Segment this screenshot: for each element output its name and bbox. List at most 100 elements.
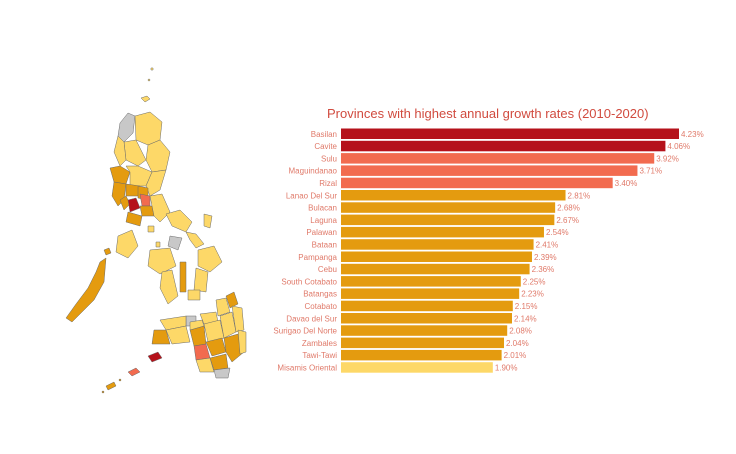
category-label: Tawi-Tawi (302, 351, 337, 360)
map-zamboanga-sur (165, 325, 191, 345)
value-label: 2.54% (546, 228, 569, 237)
bar-cebu (341, 263, 530, 275)
bar-sulu (341, 153, 655, 164)
bar-davao-del-sur (341, 313, 512, 324)
map-surigao-norte (225, 291, 239, 309)
value-label: 2.14% (514, 314, 537, 323)
map-surigao-sur (231, 305, 245, 333)
map-ilocos-sur (113, 135, 127, 167)
category-label: Davao del Sur (286, 314, 337, 323)
map-mindoro (115, 229, 139, 259)
bar-batangas (341, 288, 520, 299)
map-leyte (193, 267, 209, 293)
map-aurora (145, 169, 167, 197)
value-label: 4.23% (681, 130, 704, 139)
map-catanduanes (203, 213, 213, 229)
map-cavite (127, 197, 141, 213)
category-label: Cotabato (305, 302, 338, 311)
map-masbate (167, 235, 183, 251)
bar-misamis-oriental (341, 362, 493, 373)
map-bohol (187, 289, 201, 301)
category-label: Rizal (319, 179, 337, 188)
map-calamian (103, 247, 112, 256)
map-albay-sorsogon (185, 231, 205, 249)
map-panay (147, 247, 177, 275)
bar-bulacan (341, 202, 556, 213)
map-islet-2 (118, 378, 122, 382)
map-islet (147, 78, 151, 82)
bar-tawi-tawi (341, 349, 502, 361)
map-pangasinan (109, 165, 131, 185)
bar-pampanga (341, 251, 532, 262)
map-islet-3 (101, 390, 105, 394)
category-label: Bataan (312, 240, 337, 249)
bar-lanao-del-sur (341, 190, 566, 201)
value-label: 2.25% (523, 277, 546, 286)
map-cebu (179, 261, 187, 293)
map-davao-oriental (237, 329, 247, 355)
category-label: Surigao Del Norte (273, 327, 337, 336)
bar-maguindanao (341, 165, 638, 176)
category-label: Sulu (321, 154, 337, 163)
category-label: Lanao Del Sur (286, 191, 337, 200)
value-label: 2.36% (532, 265, 555, 274)
map-babuyan (140, 95, 151, 103)
map-marinduque (147, 225, 155, 233)
value-label: 2.23% (521, 290, 544, 299)
map-batanes (150, 67, 154, 71)
category-label: Basilan (311, 130, 337, 139)
value-label: 2.81% (568, 191, 591, 200)
bar-laguna (341, 214, 555, 226)
category-label: Palawan (306, 228, 337, 237)
bar-basilan (341, 128, 679, 139)
bar-cavite (341, 140, 666, 152)
value-label: 3.92% (656, 154, 679, 163)
bar-palawan (341, 226, 544, 238)
map-negros (159, 269, 179, 305)
value-label: 2.67% (556, 216, 579, 225)
map-romblon (155, 241, 161, 248)
value-label: 2.01% (504, 351, 527, 360)
map-agusan-norte (215, 297, 231, 317)
value-label: 2.04% (506, 339, 529, 348)
category-label: Cebu (318, 265, 337, 274)
category-label: Laguna (310, 216, 337, 225)
category-label: Batangas (303, 290, 337, 299)
category-label: Maguindanao (289, 167, 338, 176)
value-label: 2.39% (534, 253, 557, 262)
category-label: Bulacan (308, 204, 337, 213)
map-camarines (165, 209, 193, 233)
bar-surigao-del-norte (341, 325, 508, 336)
value-label: 3.40% (615, 179, 638, 188)
bar-zambales (341, 337, 505, 349)
bar-rizal (341, 177, 613, 189)
map-tawi-tawi (105, 381, 117, 391)
category-label: Misamis Oriental (277, 363, 337, 372)
map-sarangani (213, 367, 231, 379)
map-quezon (149, 193, 171, 223)
value-label: 2.41% (536, 240, 559, 249)
category-label: Pampanga (298, 253, 337, 262)
map-palawan (65, 257, 107, 323)
value-label: 2.68% (557, 204, 580, 213)
map-zamboanga-sibugay (151, 329, 171, 345)
map-sulu (127, 367, 141, 377)
category-label: South Cotabato (281, 277, 337, 286)
map-basilan (147, 351, 163, 363)
chart-title: Provinces with highest annual growth rat… (327, 106, 649, 121)
value-label: 2.08% (509, 327, 532, 336)
bar-bataan (341, 239, 534, 250)
map-sultan-kudarat (195, 357, 215, 373)
value-label: 4.06% (667, 142, 690, 151)
map-samar (197, 245, 223, 273)
value-label: 3.71% (639, 167, 662, 176)
value-label: 2.15% (515, 302, 538, 311)
bar-south-cotabato (341, 276, 521, 287)
bar-cotabato (341, 300, 513, 312)
map-lanao-del-norte (189, 319, 205, 331)
category-label: Zambales (302, 339, 337, 348)
category-label: Cavite (314, 142, 337, 151)
value-label: 1.90% (495, 363, 518, 372)
